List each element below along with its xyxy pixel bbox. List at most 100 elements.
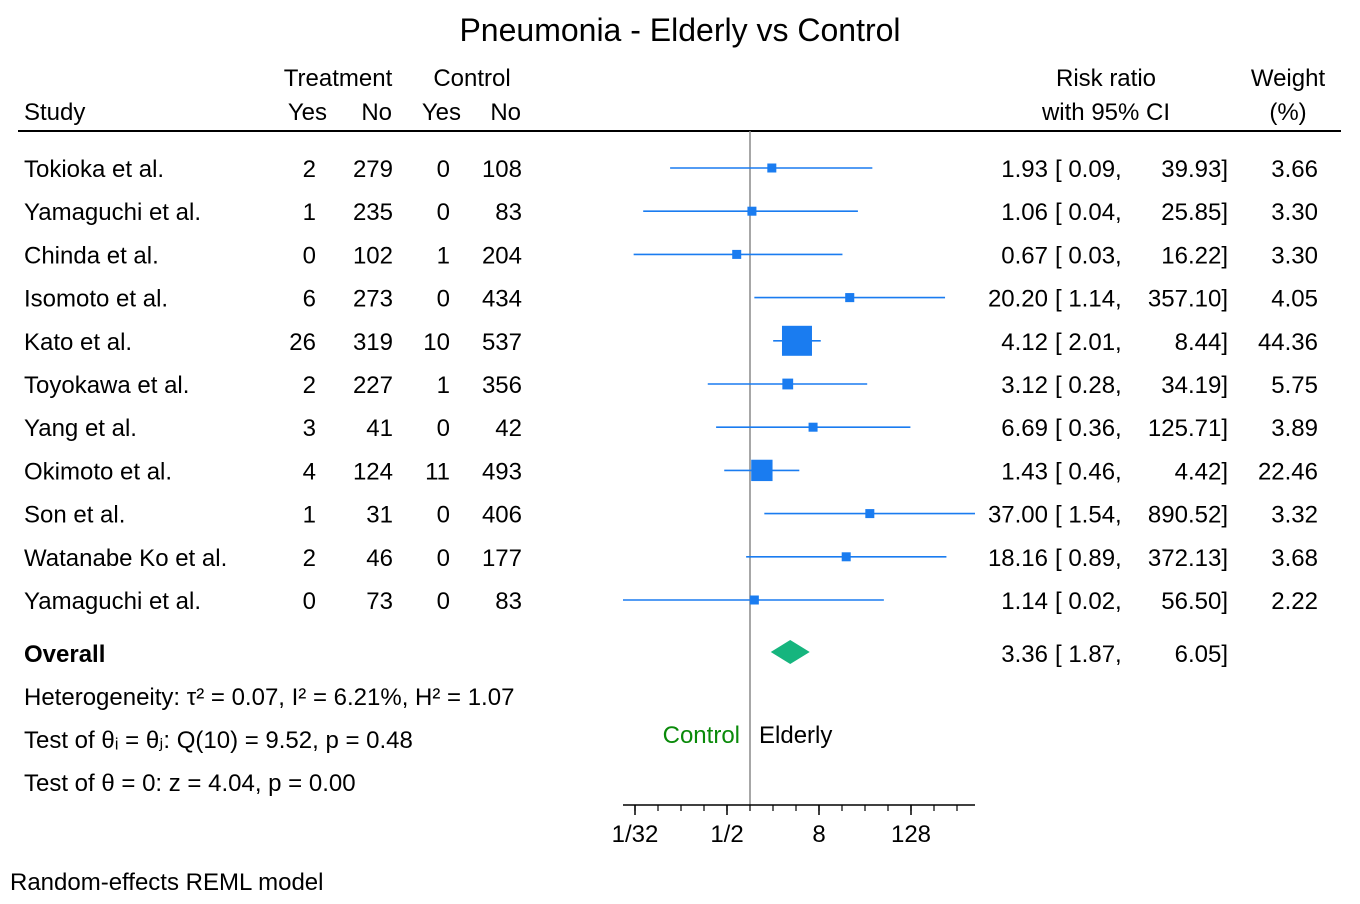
plot-area bbox=[749, 131, 810, 805]
ci-low: [ 0.04, bbox=[1055, 199, 1122, 226]
control-yes: 0 bbox=[437, 545, 450, 572]
ci-low: [ 0.09, bbox=[1055, 156, 1122, 183]
effect-marker bbox=[865, 509, 875, 519]
treatment-no: 124 bbox=[353, 458, 393, 485]
test-equal-text: Test of θᵢ = θⱼ: Q(10) = 9.52, p = 0.48 bbox=[24, 727, 413, 754]
control-no: 493 bbox=[482, 458, 522, 485]
ci-high: 4.42] bbox=[1175, 458, 1228, 485]
treatment-no: 279 bbox=[353, 156, 393, 183]
test-zero-text: Test of θ = 0: z = 4.04, p = 0.00 bbox=[24, 770, 356, 797]
control-no: 108 bbox=[482, 156, 522, 183]
effect-marker bbox=[808, 422, 818, 432]
treatment-yes: 4 bbox=[303, 458, 316, 485]
weight: 3.32 bbox=[1271, 502, 1318, 529]
control-yes: 0 bbox=[437, 415, 450, 442]
control-no: 83 bbox=[495, 199, 522, 226]
control-no: 177 bbox=[482, 545, 522, 572]
ci-high: 8.44] bbox=[1175, 329, 1228, 356]
control-yes: 11 bbox=[425, 458, 450, 485]
ci-low: [ 0.03, bbox=[1055, 242, 1122, 269]
treatment-yes: 1 bbox=[303, 199, 316, 226]
weight: 3.30 bbox=[1271, 242, 1318, 269]
risk-ratio: 1.14 bbox=[1001, 588, 1048, 615]
treatment-yes: 2 bbox=[303, 545, 316, 572]
overall-ci-high: 6.05] bbox=[1175, 641, 1228, 668]
treatment-no: 41 bbox=[366, 415, 393, 442]
weight: 2.22 bbox=[1271, 588, 1318, 615]
study-name: Chinda et al. bbox=[24, 242, 159, 269]
x-axis: 1/32 1/2 8 128 bbox=[612, 804, 975, 848]
study-name: Toyokawa et al. bbox=[24, 372, 189, 399]
header-control-yes: Yes bbox=[422, 99, 461, 126]
weight: 44.36 bbox=[1258, 329, 1318, 356]
overall-label: Overall bbox=[24, 641, 105, 668]
treatment-yes: 0 bbox=[303, 242, 316, 269]
overall-ci-low: [ 1.87, bbox=[1055, 641, 1122, 668]
study-name: Isomoto et al. bbox=[24, 286, 168, 313]
study-rows: Tokioka et al. 2 279 0 108 1.93 [ 0.09, 39.93] 3… bbox=[24, 156, 1318, 615]
study-name: Kato et al. bbox=[24, 329, 132, 356]
risk-ratio: 4.12 bbox=[1001, 329, 1048, 356]
header-effect-line2: with 95% CI bbox=[1041, 99, 1170, 126]
ci-low: [ 0.36, bbox=[1055, 415, 1122, 442]
study-name: Son et al. bbox=[24, 502, 125, 529]
header-weight-line1: Weight bbox=[1251, 65, 1326, 92]
weight: 3.68 bbox=[1271, 545, 1318, 572]
table-row: Toyokawa et al. 2 227 1 356 3.12 [ 0.28, 34.19]… bbox=[24, 372, 1318, 399]
study-name: Tokioka et al. bbox=[24, 156, 164, 183]
study-name: Watanabe Ko et al. bbox=[24, 545, 227, 572]
header-effect-line1: Risk ratio bbox=[1056, 65, 1156, 92]
ci-low: [ 1.14, bbox=[1055, 286, 1122, 313]
treatment-no: 235 bbox=[353, 199, 393, 226]
risk-ratio: 3.12 bbox=[1001, 372, 1048, 399]
control-yes: 10 bbox=[423, 329, 450, 356]
risk-ratio: 6.69 bbox=[1001, 415, 1048, 442]
control-yes: 1 bbox=[437, 242, 450, 269]
risk-ratio: 1.43 bbox=[1001, 458, 1048, 485]
treatment-no: 227 bbox=[353, 372, 393, 399]
x-axis-tick-label: 1/2 bbox=[710, 821, 743, 848]
effect-marker bbox=[732, 249, 742, 259]
risk-ratio: 18.16 bbox=[988, 545, 1048, 572]
table-row: Son et al. 1 31 0 406 37.00 [ 1.54, 890.52] 3.32 bbox=[24, 502, 1318, 529]
effect-marker bbox=[841, 552, 851, 562]
treatment-no: 46 bbox=[366, 545, 393, 572]
ci-high: 372.13] bbox=[1148, 545, 1228, 572]
ci-high: 357.10] bbox=[1148, 286, 1228, 313]
ci-low: [ 0.46, bbox=[1055, 458, 1122, 485]
weight: 3.89 bbox=[1271, 415, 1318, 442]
control-no: 406 bbox=[482, 502, 522, 529]
treatment-yes: 1 bbox=[303, 502, 316, 529]
treatment-yes: 0 bbox=[303, 588, 316, 615]
table-row: Yang et al. 3 41 0 42 6.69 [ 0.36, 125.71] 3.89 bbox=[24, 415, 1318, 442]
ci-low: [ 0.89, bbox=[1055, 545, 1122, 572]
ci-high: 34.19] bbox=[1161, 372, 1228, 399]
weight: 3.66 bbox=[1271, 156, 1318, 183]
ci-low: [ 1.54, bbox=[1055, 502, 1122, 529]
footnote: Random-effects REML model bbox=[10, 869, 323, 896]
control-yes: 0 bbox=[437, 588, 450, 615]
table-row: Chinda et al. 0 102 1 204 0.67 [ 0.03, 16.22] 3.… bbox=[24, 242, 1318, 269]
header-treatment-yes: Yes bbox=[288, 99, 327, 126]
direction-label-control: Control bbox=[663, 722, 740, 749]
x-axis-tick-label: 1/32 bbox=[612, 821, 659, 848]
control-no: 83 bbox=[495, 588, 522, 615]
treatment-yes: 3 bbox=[303, 415, 316, 442]
ci-high: 125.71] bbox=[1148, 415, 1228, 442]
table-row: Isomoto et al. 6 273 0 434 20.20 [ 1.14, 357.10… bbox=[24, 286, 1318, 313]
header-study: Study bbox=[24, 99, 85, 126]
ci-high: 890.52] bbox=[1148, 502, 1228, 529]
table-row: Okimoto et al. 4 124 11 493 1.43 [ 0.46, 4.42] 2… bbox=[24, 458, 1318, 485]
effect-marker bbox=[845, 293, 855, 303]
control-no: 356 bbox=[482, 372, 522, 399]
control-yes: 0 bbox=[437, 199, 450, 226]
header-control: Control bbox=[433, 65, 510, 92]
table-row: Watanabe Ko et al. 2 46 0 177 18.16 [ 0.89, 372… bbox=[24, 545, 1318, 572]
treatment-yes: 2 bbox=[303, 372, 316, 399]
weight: 5.75 bbox=[1271, 372, 1318, 399]
chart-title: Pneumonia - Elderly vs Control bbox=[459, 12, 900, 48]
weight: 22.46 bbox=[1258, 458, 1318, 485]
control-no: 42 bbox=[495, 415, 522, 442]
control-no: 537 bbox=[482, 329, 522, 356]
effect-marker bbox=[781, 325, 812, 356]
